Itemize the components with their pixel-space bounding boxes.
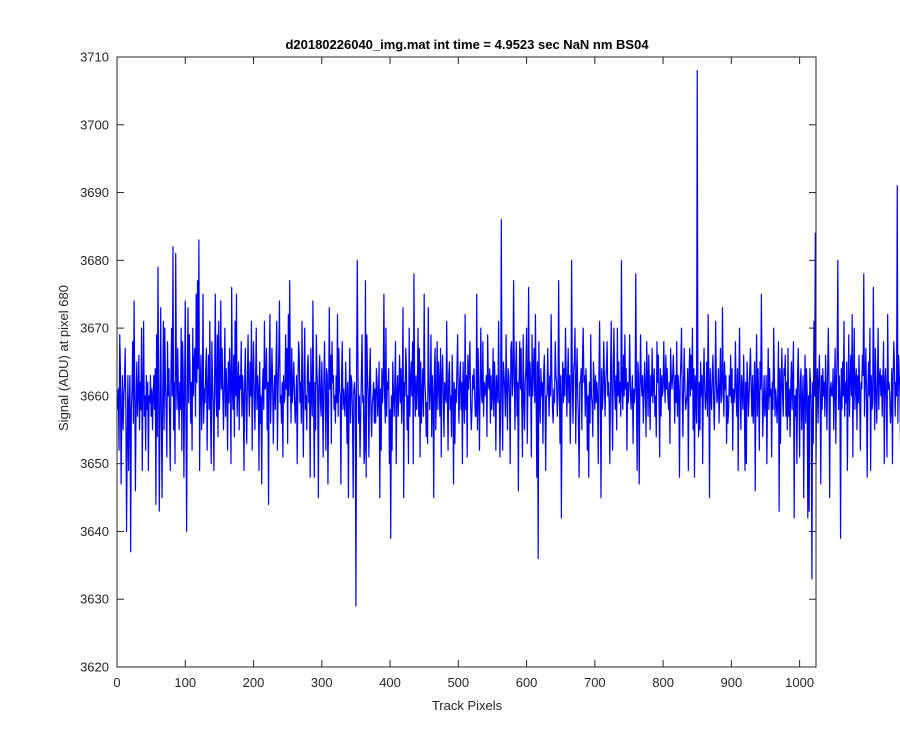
y-tick-label: 3670 — [80, 321, 109, 336]
y-axis-label: Signal (ADU) at pixel 680 — [56, 285, 71, 431]
y-tick-label: 3690 — [80, 185, 109, 200]
y-tick-label: 3640 — [80, 524, 109, 539]
x-tick-label: 700 — [584, 675, 606, 690]
x-axis-ticks: 0 100 200 300 400 500 600 700 800 900 1000 — [113, 57, 814, 690]
y-axis-ticks: 3620 3630 3640 3650 3660 3670 3680 3690 3700 3710 — [80, 50, 816, 675]
x-tick-label: 400 — [379, 675, 401, 690]
x-tick-label: 600 — [516, 675, 538, 690]
x-axis-label: Track Pixels — [432, 698, 503, 713]
y-tick-label: 3620 — [80, 660, 109, 675]
y-tick-label: 3650 — [80, 456, 109, 471]
y-tick-label: 3660 — [80, 388, 109, 403]
y-tick-label: 3630 — [80, 592, 109, 607]
y-tick-label: 3680 — [80, 253, 109, 268]
x-tick-label: 300 — [311, 675, 333, 690]
chart-title: d20180226040_img.mat int time = 4.9523 s… — [285, 37, 649, 52]
axes-box — [116, 56, 817, 668]
y-tick-label: 3700 — [80, 117, 109, 132]
x-tick-label: 100 — [174, 675, 196, 690]
x-tick-label: 0 — [113, 675, 120, 690]
x-tick-label: 500 — [447, 675, 469, 690]
x-tick-label: 800 — [652, 675, 674, 690]
y-tick-label: 3710 — [80, 50, 109, 65]
series-line — [117, 69, 900, 607]
axes: 0 100 200 300 400 500 600 700 800 900 1000 3620 363… — [80, 50, 900, 690]
x-tick-label: 1000 — [785, 675, 814, 690]
x-tick-label: 900 — [721, 675, 743, 690]
x-tick-label: 200 — [243, 675, 265, 690]
